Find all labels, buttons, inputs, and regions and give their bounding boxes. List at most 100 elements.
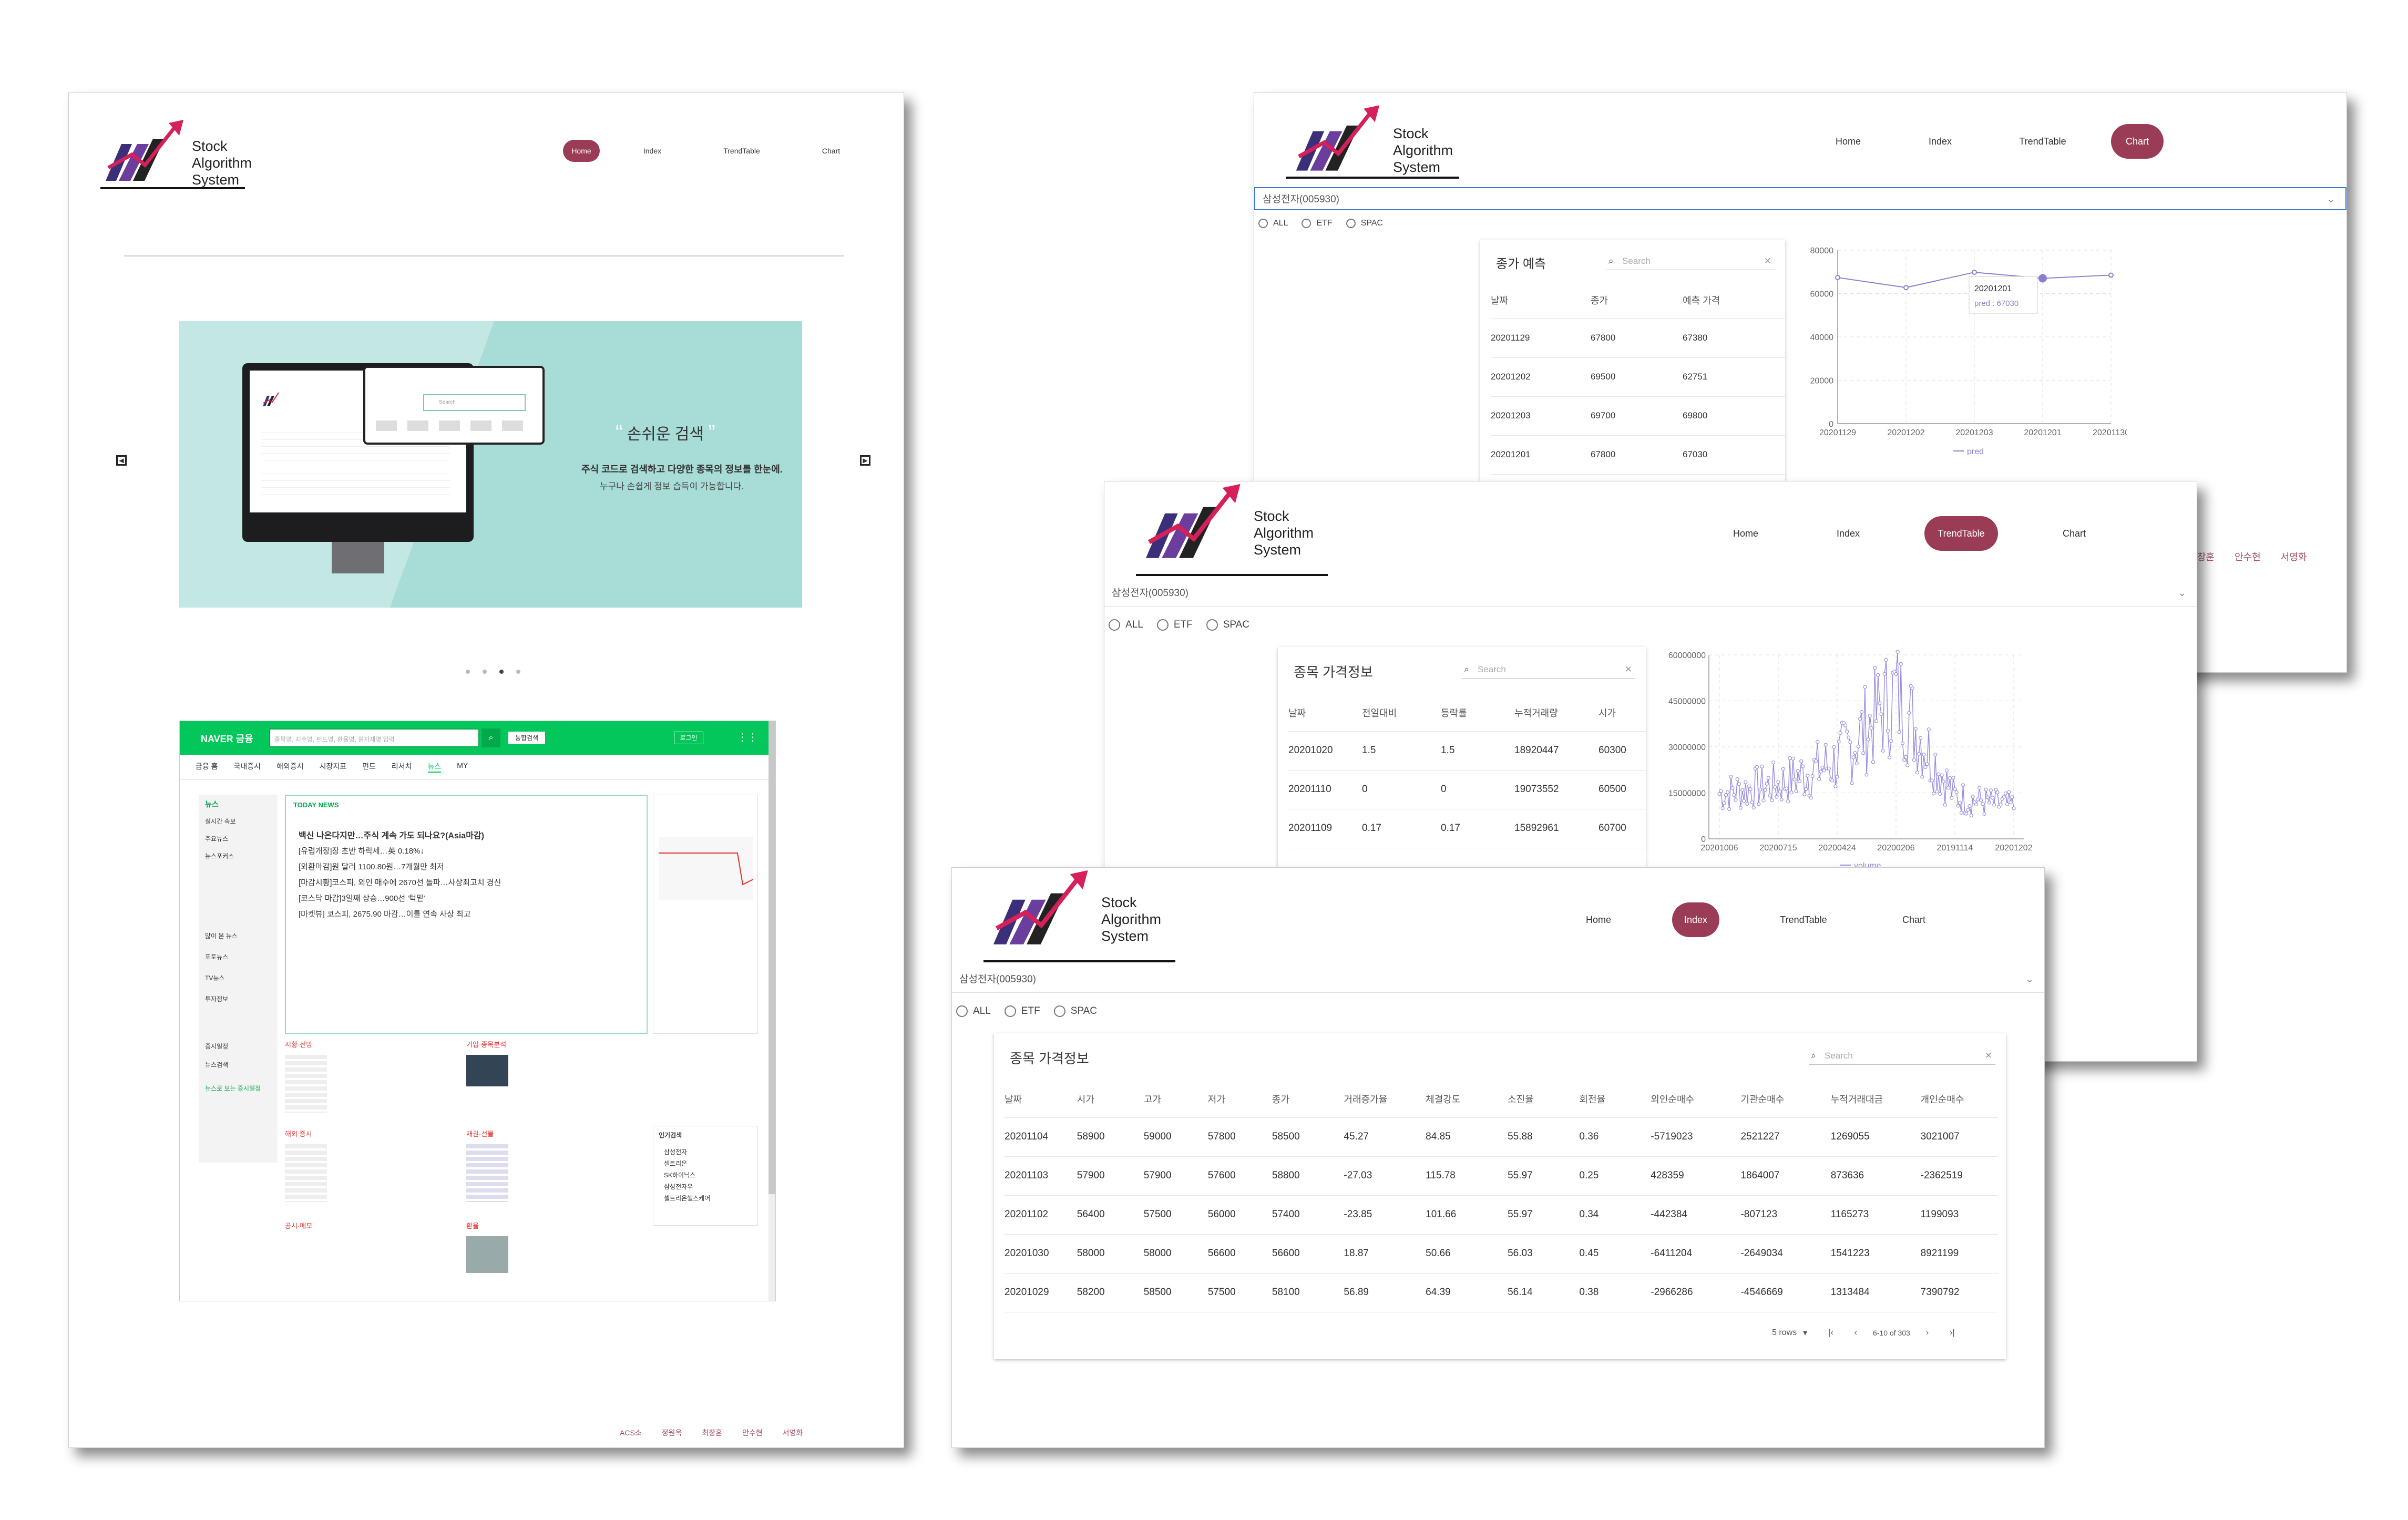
col-header[interactable]: 저가 [1207, 1081, 1272, 1118]
naver-tab[interactable]: 시장지표 [319, 762, 347, 771]
radio-all[interactable]: ALL [956, 1005, 991, 1017]
table-row[interactable]: 20201104 58900 59000 57800 58500 45.27 84.85 55… [1005, 1117, 1998, 1157]
table-row[interactable]: 20201103 57900 57900 57600 58800 -27.03 115.78… [1005, 1156, 1998, 1196]
table-search-input[interactable]: ⌕ Search ✕ [1606, 252, 1775, 270]
col-header[interactable]: 고가 [1143, 1081, 1208, 1118]
col-header[interactable]: 날짜 [1288, 694, 1362, 732]
naver-tab[interactable]: 펀드 [362, 762, 376, 771]
nav-index[interactable]: Index [643, 147, 662, 155]
col-header[interactable]: 체결강도 [1426, 1081, 1508, 1118]
carousel-dot[interactable] [499, 670, 504, 674]
col-header[interactable]: 날짜 [1005, 1081, 1077, 1118]
naver-tab[interactable]: 리서치 [391, 762, 412, 771]
table-row[interactable]: 20201029 58200 58500 57500 58100 56.89 64.39 56… [1005, 1273, 1998, 1312]
col-header[interactable]: 누적거래량 [1514, 694, 1598, 732]
col-header[interactable]: 외인순매수 [1651, 1081, 1741, 1118]
col-header[interactable]: 시가 [1077, 1081, 1144, 1118]
col-header[interactable]: 누적거래대금 [1830, 1081, 1921, 1118]
radio-etf[interactable]: ETF [1156, 619, 1193, 631]
col-header[interactable]: 회전율 [1579, 1081, 1651, 1118]
headline[interactable]: 백신 나온다지만…주식 계속 가도 되나요?(Asia마감) [299, 831, 484, 840]
popular-item[interactable]: SK하이닉스 [664, 1172, 696, 1179]
clear-icon[interactable]: ✕ [1984, 1051, 1992, 1061]
headline[interactable]: [코스닥 마감]3일째 상승…900선 '턱밑' [299, 894, 425, 903]
nav-chart[interactable]: Chart [2111, 124, 2164, 159]
naver-side-item[interactable]: 투자정보 [205, 995, 229, 1003]
col-header[interactable]: 등락률 [1441, 694, 1514, 732]
naver-side-item[interactable]: 뉴스검색 [205, 1061, 229, 1069]
naver-side-item[interactable]: 포토뉴스 [205, 953, 229, 961]
stock-select[interactable]: 삼성전자(005930) ⌄ [1104, 580, 2197, 607]
naver-side-item[interactable]: 뉴스포커스 [205, 853, 234, 860]
table-row[interactable]: 20201109 0.17 0.17 15892961 60700 [1288, 809, 1646, 848]
naver-logo[interactable]: NAVER 금융 [201, 734, 253, 744]
naver-login[interactable]: 로그인 [674, 732, 703, 744]
naver-side-item[interactable]: 뉴스 [205, 800, 219, 808]
popular-item[interactable]: 삼성전자우 [664, 1183, 693, 1190]
col-header[interactable]: 전일대비 [1362, 694, 1441, 732]
nav-home[interactable]: Home [563, 140, 600, 162]
table-row[interactable]: 20201020 1.5 1.5 18920447 60300 [1288, 731, 1646, 771]
carousel-next-icon[interactable]: ▶ [860, 455, 870, 466]
headline[interactable]: [마켓뷰] 코스피, 2675.90 마감…이틀 연속 사상 최고 [299, 910, 471, 919]
radio-all[interactable]: ALL [1109, 619, 1143, 631]
table-row[interactable]: 20201030 58000 58000 56600 56600 18.87 50.66 56… [1005, 1234, 1998, 1273]
naver-search-input[interactable]: 종목명, 지수명, 펀드명, 환율명, 원자재명 입력 [269, 728, 479, 747]
col-header[interactable]: 시가 [1598, 694, 1646, 732]
col-header[interactable]: 소진율 [1508, 1081, 1580, 1118]
nav-index[interactable]: Index [1672, 902, 1719, 937]
naver-apps-icon[interactable]: ⋮⋮ [737, 732, 758, 743]
radio-all[interactable]: ALL [1258, 219, 1288, 228]
carousel-dot[interactable] [483, 670, 487, 674]
footer-link[interactable]: 정원옥 [661, 1429, 682, 1437]
headline[interactable]: [마감시황]코스피, 외인 매수에 2670선 돌파…사상최고치 경신 [299, 878, 501, 887]
naver-total-search[interactable]: 통합검색 [508, 732, 545, 744]
footer-link[interactable]: 안수현 [2234, 552, 2261, 562]
brand-logo[interactable]: Stock Algorithm System [983, 868, 1161, 957]
col-header[interactable]: 종가 [1591, 282, 1683, 319]
stock-select[interactable]: 삼성전자(005930) ⌄ [952, 967, 2044, 993]
footer-link[interactable]: 서영화 [2280, 552, 2307, 562]
col-header[interactable]: 예측 가격 [1683, 282, 1785, 319]
headline[interactable]: [외환마감]원 달러 1100.80원…7개월만 최저 [299, 862, 444, 871]
table-row[interactable]: 20201202 69500 62751 [1491, 357, 1785, 397]
nav-trend[interactable]: TrendTable [1924, 516, 1998, 551]
brand-logo[interactable]: Stock Algorithm System [1286, 103, 1453, 182]
naver-side-item[interactable]: 주요뉴스 [205, 835, 229, 843]
carousel-prev-icon[interactable]: ◀ [116, 455, 127, 466]
col-header[interactable]: 기관순매수 [1740, 1081, 1831, 1118]
nav-trend[interactable]: TrendTable [723, 147, 760, 155]
naver-tab[interactable]: 금융 홈 [196, 762, 218, 771]
nav-index[interactable]: Index [1836, 528, 1860, 539]
headline[interactable]: [유럽개장]장 초반 하락세…英 0.18%↓ [299, 847, 424, 856]
nav-trend[interactable]: TrendTable [1780, 914, 1827, 925]
first-page-icon[interactable]: |‹ [1828, 1328, 1833, 1337]
col-header[interactable]: 날짜 [1491, 282, 1591, 319]
radio-spac[interactable]: SPAC [1206, 619, 1249, 631]
naver-search-icon[interactable]: ⌕ [481, 728, 500, 747]
radio-etf[interactable]: ETF [1302, 219, 1333, 228]
nav-chart[interactable]: Chart [1902, 914, 1925, 925]
naver-scrollbar[interactable] [768, 721, 775, 1301]
last-page-icon[interactable]: ›| [1950, 1328, 1955, 1337]
carousel-dot[interactable] [516, 670, 520, 674]
stock-select[interactable]: 삼성전자(005930) ⌄ [1254, 187, 2346, 210]
table-search-input[interactable]: ⌕ Search ✕ [1462, 661, 1635, 679]
footer-link[interactable]: ACS소 [620, 1429, 642, 1437]
brand-logo[interactable]: Stock Algorithm System [1136, 481, 1314, 571]
table-row[interactable]: 20201129 67800 67380 [1491, 319, 1785, 358]
nav-home[interactable]: Home [1733, 528, 1758, 539]
table-search-input[interactable]: ⌕ Search ✕ [1809, 1047, 1995, 1065]
popular-item[interactable]: 삼성전자 [664, 1148, 688, 1156]
naver-tab[interactable]: 뉴스 [427, 761, 442, 773]
nav-home[interactable]: Home [1585, 914, 1611, 925]
nav-chart[interactable]: Chart [822, 147, 841, 155]
carousel-dot[interactable] [466, 670, 470, 674]
nav-index[interactable]: Index [1928, 136, 1952, 147]
table-row[interactable]: 20201201 67800 67030 [1491, 435, 1785, 475]
col-header[interactable]: 개인순매수 [1920, 1081, 1998, 1118]
footer-link[interactable]: 안수현 [742, 1429, 763, 1437]
table-row[interactable]: 20201203 69700 69800 [1491, 396, 1785, 436]
table-row[interactable]: 20201102 56400 57500 56000 57400 -23.85 101.66… [1005, 1195, 1998, 1235]
rows-per-page-select[interactable]: 5 rows [1772, 1328, 1797, 1337]
